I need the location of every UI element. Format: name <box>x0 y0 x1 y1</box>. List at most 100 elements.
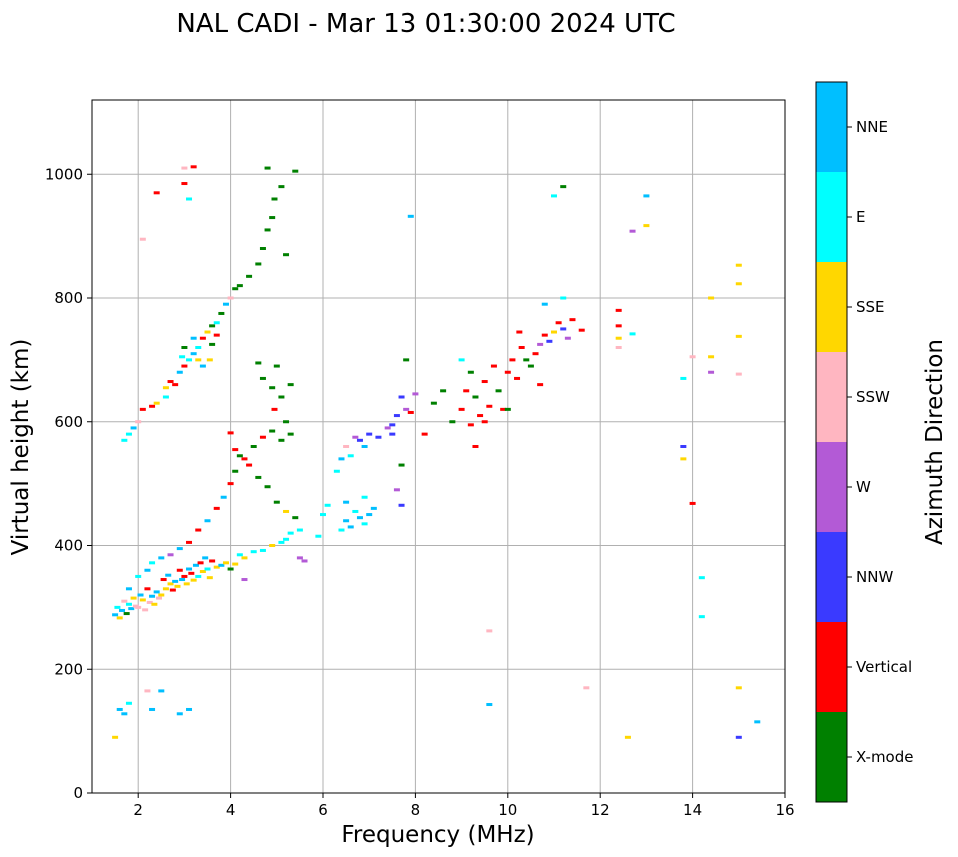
data-point <box>643 194 650 198</box>
colorbar-segment <box>816 442 847 532</box>
data-point <box>449 420 456 424</box>
data-point <box>149 594 156 598</box>
data-point <box>190 578 197 582</box>
data-point <box>486 629 493 633</box>
x-axis-label: Frequency (MHz) <box>341 822 534 848</box>
colorbar-segment <box>816 82 847 172</box>
y-axis-ticks: 0 200 400 600 800 1000 <box>45 165 92 802</box>
x-tick-label: 14 <box>683 801 702 819</box>
data-point <box>246 274 253 278</box>
data-point <box>181 346 188 349</box>
data-point <box>393 414 400 418</box>
data-point <box>384 426 391 430</box>
colorbar-label: Azimuth Direction <box>922 339 948 545</box>
data-point <box>689 355 696 359</box>
data-point <box>324 503 331 507</box>
data-point <box>509 358 516 362</box>
data-point <box>689 501 696 505</box>
x-tick-label: 12 <box>591 801 610 819</box>
x-tick-label: 6 <box>318 801 328 819</box>
data-point <box>144 587 151 591</box>
data-point <box>176 547 183 551</box>
data-point <box>227 482 234 486</box>
plot-frame <box>91 99 786 794</box>
colorbar-segment <box>816 262 847 352</box>
data-point <box>273 500 280 504</box>
x-tick-label: 8 <box>411 801 421 819</box>
data-point <box>192 563 199 567</box>
data-point <box>735 334 742 338</box>
data-point <box>246 463 253 467</box>
data-point <box>204 567 211 571</box>
data-point <box>320 513 326 517</box>
data-point <box>301 559 308 563</box>
data-point <box>165 573 172 577</box>
data-point <box>680 445 687 448</box>
data-point <box>278 540 285 544</box>
x-tick-label: 2 <box>133 801 143 819</box>
data-point <box>158 689 165 693</box>
data-point <box>139 407 146 411</box>
data-point <box>551 194 557 198</box>
data-point <box>137 593 144 597</box>
data-point <box>361 495 368 499</box>
data-point <box>264 228 271 232</box>
data-point <box>199 336 206 340</box>
data-point <box>278 395 285 399</box>
data-point <box>199 364 206 368</box>
data-point <box>135 574 142 578</box>
data-point <box>116 616 123 620</box>
data-point <box>259 435 266 439</box>
colorbar-tick-label: E <box>856 208 865 226</box>
data-point <box>160 578 167 582</box>
data-point <box>347 525 354 529</box>
data-point <box>255 262 262 266</box>
colorbar-tick-label: X-mode <box>856 748 913 766</box>
data-point <box>541 302 548 306</box>
data-point <box>407 410 414 414</box>
data-point <box>458 358 465 362</box>
data-point <box>220 495 227 499</box>
data-point <box>578 328 585 332</box>
data-point <box>264 485 271 489</box>
data-point <box>125 701 132 705</box>
data-point <box>167 582 174 586</box>
data-point <box>149 561 156 565</box>
data-point <box>352 509 359 513</box>
data-point <box>139 598 146 602</box>
data-point <box>338 528 345 532</box>
data-point <box>174 584 181 588</box>
data-point <box>222 302 229 306</box>
data-point <box>125 587 132 591</box>
data-point <box>232 562 239 566</box>
data-point <box>155 596 162 600</box>
data-point <box>504 407 511 411</box>
data-point <box>209 324 216 328</box>
y-tick-label: 800 <box>54 289 83 307</box>
data-point <box>283 509 290 513</box>
data-point <box>370 506 377 510</box>
data-point <box>278 438 285 442</box>
data-point <box>292 516 299 520</box>
data-point <box>537 342 544 346</box>
data-point <box>114 605 121 609</box>
colorbar-tick-label: Vertical <box>856 658 912 676</box>
data-point <box>541 333 548 337</box>
data-point <box>255 361 262 365</box>
data-point <box>144 689 151 693</box>
y-tick-label: 1000 <box>45 165 83 183</box>
data-point <box>463 389 470 393</box>
data-point <box>615 336 622 340</box>
data-point <box>287 432 294 436</box>
data-point <box>149 404 156 408</box>
data-point <box>283 420 290 424</box>
data-point <box>204 519 211 523</box>
data-point <box>259 548 266 552</box>
data-point <box>188 571 195 575</box>
data-point <box>144 568 151 572</box>
colorbar-segment <box>816 532 847 622</box>
data-point <box>393 488 400 492</box>
data-point <box>624 735 631 739</box>
data-point <box>708 370 715 374</box>
data-point <box>204 330 211 334</box>
